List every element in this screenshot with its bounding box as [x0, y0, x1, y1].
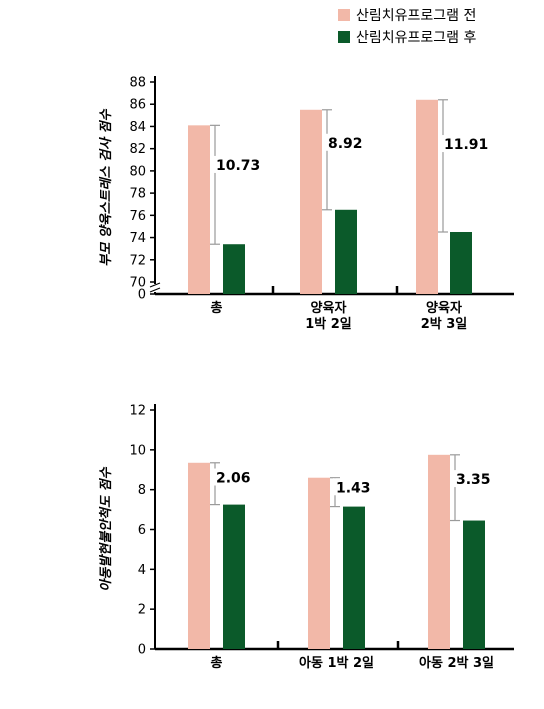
- bar-after: [343, 506, 365, 649]
- y-tick-label: 72: [129, 253, 146, 268]
- axis-break-mark: [149, 287, 161, 293]
- difference-label-bg: [453, 470, 493, 488]
- y-tick-label: 84: [129, 120, 146, 135]
- y-tick-label: 86: [129, 98, 146, 113]
- y-tick-label: 0: [138, 643, 146, 658]
- y-tick-label: 0: [138, 288, 146, 303]
- y-tick-label: 2: [138, 603, 146, 618]
- legend-item-after: 산림치유프로그램 후: [338, 26, 538, 48]
- difference-label-bg: [213, 468, 253, 486]
- axis-break-mark: [149, 282, 161, 288]
- difference-label: 2.06: [216, 471, 251, 487]
- legend-item-before: 산림치유프로그램 전: [338, 4, 538, 26]
- y-tick-label: 82: [129, 142, 146, 157]
- category-label: 아동 1박 2일: [299, 655, 374, 671]
- legend: 산림치유프로그램 전 산림치유프로그램 후: [338, 4, 538, 48]
- bar-before: [188, 462, 210, 649]
- bar-before: [188, 125, 210, 294]
- legend-swatch-before: [338, 9, 350, 21]
- y-axis-label: 부모 양육스트레스 검사 점수: [98, 108, 114, 266]
- category-label: 1박 2일: [305, 316, 352, 332]
- category-label: 양육자: [426, 300, 462, 316]
- parenting-stress-chart: 부모 양육스트레스 검사 점수 070 72 74 76 78 80 82 84 86 88 10.7…: [98, 76, 514, 332]
- legend-label-after: 산림치유프로그램 후: [356, 30, 477, 46]
- legend-label-before: 산림치유프로그램 전: [356, 8, 477, 24]
- y-tick-label: 74: [129, 231, 146, 246]
- legend-swatch-after: [338, 31, 350, 43]
- bar-after: [223, 504, 245, 649]
- y-tick-label: 4: [138, 563, 146, 578]
- y-tick-label: 88: [129, 76, 146, 91]
- bar-before: [416, 99, 438, 295]
- bar-before: [308, 477, 330, 649]
- y-tick-label: 8: [138, 483, 146, 498]
- bar-after: [223, 244, 245, 294]
- difference-label: 1.43: [336, 480, 371, 496]
- y-tick-label: 6: [138, 523, 146, 538]
- difference-label: 10.73: [216, 158, 260, 174]
- bar-after: [463, 520, 485, 649]
- difference-label: 3.35: [456, 472, 491, 488]
- bar-after: [450, 232, 472, 294]
- bar-after: [335, 209, 357, 294]
- bar-before: [300, 109, 322, 295]
- y-tick-label: 12: [129, 404, 146, 419]
- difference-label: 8.92: [328, 136, 363, 152]
- y-tick-label: 80: [129, 164, 146, 179]
- category-label: 양육자: [311, 300, 347, 316]
- difference-label-bg: [213, 155, 253, 173]
- y-tick-label: 10: [129, 443, 146, 458]
- axis-break-gap: [150, 284, 160, 292]
- difference-label: 11.91: [444, 137, 488, 153]
- bar-before: [428, 454, 450, 649]
- y-axis-label: 아동발현불안척도 점수: [98, 466, 114, 591]
- child-anxiety-chart: 아동발현불안척도 점수 0 2 4 6 8 10 12 2.06 총 1.43 아동 1박 2일 3.3…: [98, 404, 514, 671]
- y-tick-label: 76: [129, 209, 146, 224]
- category-label: 2박 3일: [421, 316, 468, 332]
- category-label: 총: [211, 300, 223, 316]
- difference-label-bg: [325, 133, 365, 151]
- y-tick-label: 78: [129, 187, 146, 202]
- difference-label-bg: [441, 135, 481, 153]
- y-tick-label: 70: [129, 276, 146, 291]
- difference-label-bg: [333, 478, 373, 496]
- category-label: 아동 2박 3일: [419, 655, 494, 671]
- category-label: 총: [211, 655, 223, 671]
